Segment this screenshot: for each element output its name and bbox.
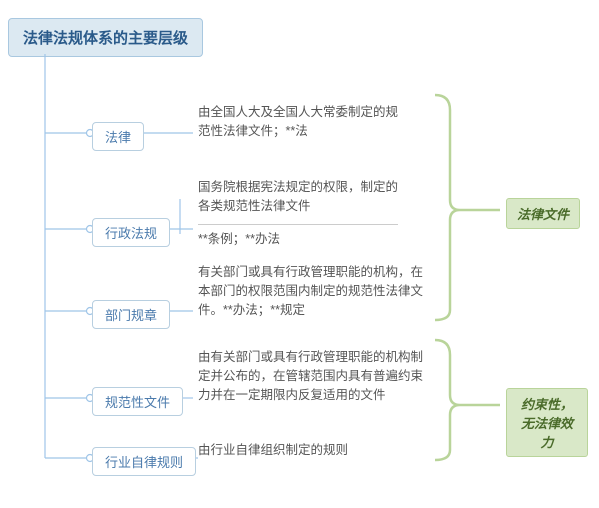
node-label: 部门规章 bbox=[105, 308, 157, 323]
sub-admin-reg: **条例；**办法 bbox=[198, 224, 398, 247]
node-label: 法律 bbox=[105, 130, 131, 145]
node-label: 行政法规 bbox=[105, 226, 157, 241]
node-norm-doc: 规范性文件 bbox=[92, 387, 183, 416]
root-node: 法律法规体系的主要层级 bbox=[8, 18, 203, 57]
desc-admin-reg: 国务院根据宪法规定的权限，制定的各类规范性法律文件 bbox=[198, 178, 408, 216]
desc-dept-rule: 有关部门或具有行政管理职能的机构，在本部门的权限范围内制定的规范性法律文件。**… bbox=[198, 263, 423, 319]
node-law: 法律 bbox=[92, 122, 144, 151]
root-title: 法律法规体系的主要层级 bbox=[23, 30, 188, 47]
node-self-reg: 行业自律规则 bbox=[92, 447, 196, 476]
group-label-text: 法律文件 bbox=[517, 207, 569, 222]
node-dept-rule: 部门规章 bbox=[92, 300, 170, 329]
group-label-text: 约束性，无法律效力 bbox=[521, 397, 573, 450]
desc-norm-doc: 由有关部门或具有行政管理职能的机构制定并公布的，在管辖范围内具有普遍约束力并在一… bbox=[198, 348, 428, 404]
node-label: 规范性文件 bbox=[105, 395, 170, 410]
desc-law: 由全国人大及全国人大常委制定的规范性法律文件；**法 bbox=[198, 103, 408, 141]
desc-self-reg: 由行业自律组织制定的规则 bbox=[198, 441, 398, 460]
node-label: 行业自律规则 bbox=[105, 455, 183, 470]
group-binding: 约束性，无法律效力 bbox=[506, 388, 588, 457]
node-admin-reg: 行政法规 bbox=[92, 218, 170, 247]
group-legal-doc: 法律文件 bbox=[506, 198, 580, 229]
